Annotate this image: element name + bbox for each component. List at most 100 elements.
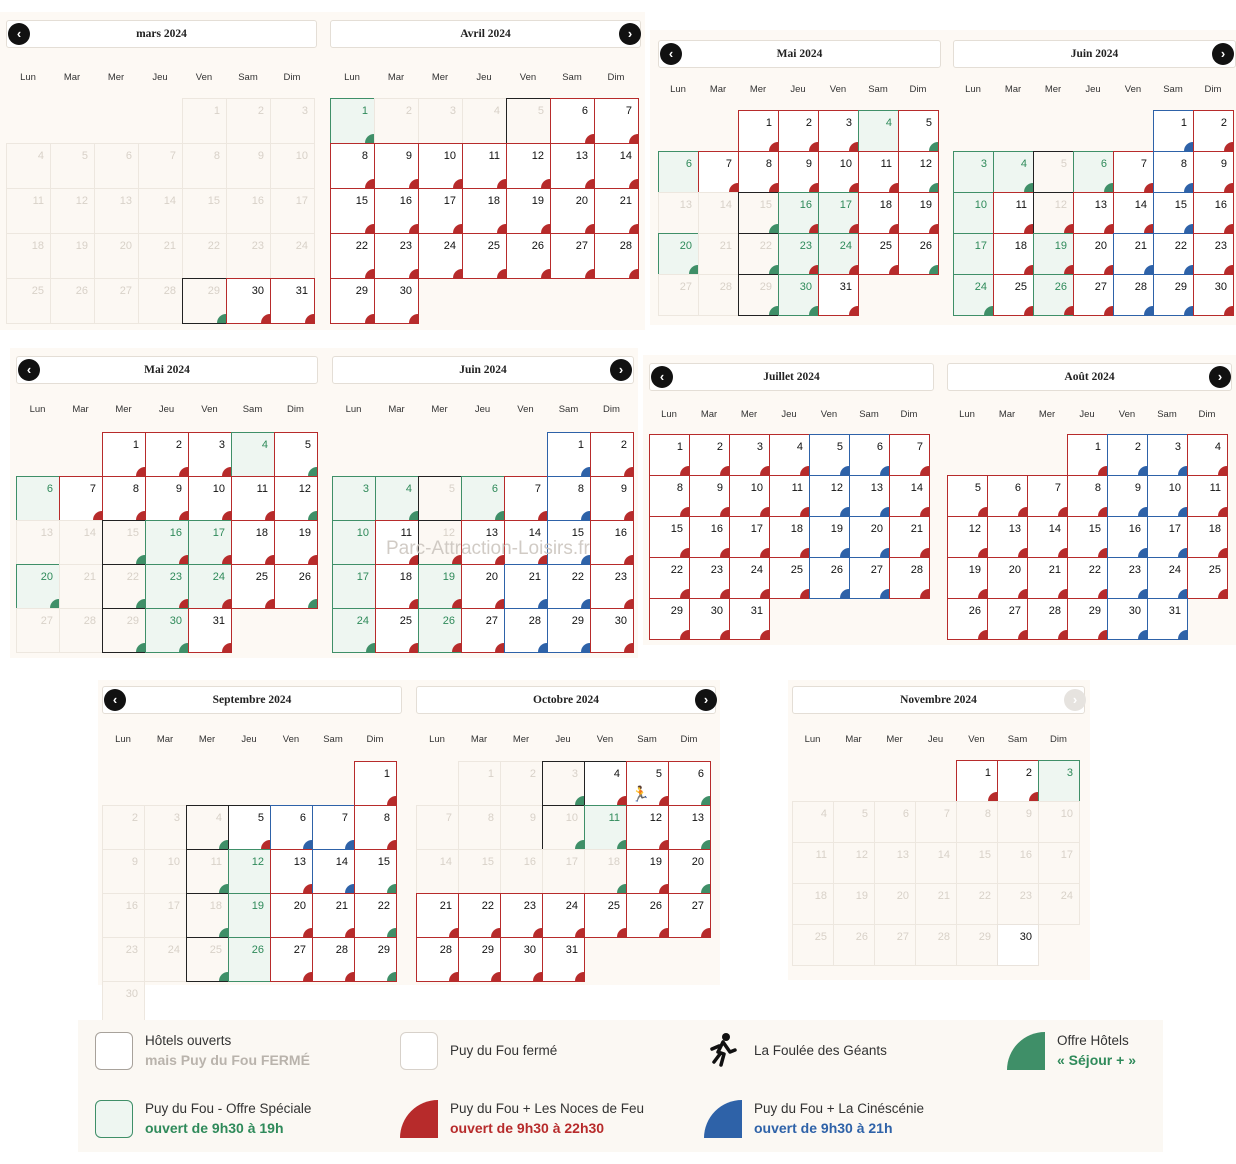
day-cell[interactable]: 9 — [590, 476, 634, 521]
day-cell[interactable]: 1 — [458, 761, 501, 806]
day-cell[interactable]: 2 — [226, 98, 271, 144]
day-cell[interactable]: 23 — [145, 564, 189, 609]
day-cell[interactable]: 2 — [145, 432, 189, 477]
day-cell[interactable]: 25 — [375, 608, 419, 653]
day-cell[interactable]: 28 — [889, 557, 930, 599]
day-cell[interactable]: 1 — [1153, 110, 1194, 152]
day-cell[interactable]: 23 — [778, 233, 819, 275]
day-cell[interactable]: 5 — [274, 432, 318, 477]
day-cell[interactable]: 2 — [374, 98, 419, 144]
day-cell[interactable]: 8 — [649, 475, 690, 517]
day-cell[interactable]: 25 — [231, 564, 275, 609]
day-cell[interactable]: 9 — [500, 805, 543, 850]
day-cell[interactable]: 8 — [1067, 475, 1108, 517]
day-cell[interactable]: 8 — [182, 143, 227, 189]
day-cell[interactable]: 14 — [594, 143, 639, 189]
day-cell[interactable]: 25 — [993, 274, 1034, 316]
day-cell[interactable]: 31 — [818, 274, 859, 316]
day-cell[interactable]: 22 — [738, 233, 779, 275]
day-cell[interactable]: 13 — [668, 805, 711, 850]
day-cell[interactable]: 20 — [658, 233, 699, 275]
day-cell[interactable]: 4 — [584, 761, 627, 806]
day-cell[interactable]: 29 — [649, 598, 690, 640]
day-cell[interactable]: 28 — [698, 274, 739, 316]
day-cell[interactable]: 8 — [458, 805, 501, 850]
day-cell[interactable]: 25 — [1187, 557, 1228, 599]
day-cell[interactable]: 22 — [1067, 557, 1108, 599]
day-cell[interactable]: 19 — [50, 233, 95, 279]
day-cell[interactable]: 6 — [461, 476, 505, 521]
day-cell[interactable]: 23 — [226, 233, 271, 279]
day-cell[interactable]: 3 — [729, 434, 770, 476]
next-month-button[interactable]: › — [695, 689, 717, 711]
day-cell[interactable]: 23 — [1193, 233, 1234, 275]
day-cell[interactable]: 6 — [1073, 151, 1114, 193]
day-cell[interactable]: 13 — [987, 516, 1028, 558]
day-cell[interactable]: 19 — [947, 557, 988, 599]
day-cell[interactable]: 18 — [792, 883, 834, 925]
day-cell[interactable]: 11 — [584, 805, 627, 850]
day-cell[interactable]: 18 — [231, 520, 275, 565]
day-cell[interactable]: 21 — [312, 893, 355, 938]
day-cell[interactable]: 25 — [792, 924, 834, 966]
day-cell[interactable]: 25 — [858, 233, 899, 275]
day-cell[interactable]: 19 — [274, 520, 318, 565]
day-cell[interactable]: 7 — [416, 805, 459, 850]
day-cell[interactable]: 29 — [956, 924, 998, 966]
day-cell[interactable]: 27 — [987, 598, 1028, 640]
day-cell[interactable]: 11 — [858, 151, 899, 193]
day-cell[interactable]: 31 — [729, 598, 770, 640]
day-cell[interactable]: 29 — [547, 608, 591, 653]
day-cell[interactable]: 9 — [145, 476, 189, 521]
day-cell[interactable]: 29 — [182, 278, 227, 324]
day-cell[interactable]: 12 — [833, 842, 875, 884]
day-cell[interactable]: 17 — [953, 233, 994, 275]
day-cell[interactable]: 13 — [874, 842, 916, 884]
day-cell[interactable]: 17 — [332, 564, 376, 609]
day-cell[interactable]: 18 — [584, 849, 627, 894]
day-cell[interactable]: 28 — [416, 937, 459, 982]
day-cell[interactable]: 15 — [458, 849, 501, 894]
day-cell[interactable]: 28 — [1113, 274, 1154, 316]
day-cell[interactable]: 12 — [898, 151, 939, 193]
day-cell[interactable]: 10 — [818, 151, 859, 193]
day-cell[interactable]: 27 — [668, 893, 711, 938]
day-cell[interactable]: 13 — [461, 520, 505, 565]
day-cell[interactable]: 7 — [312, 805, 355, 850]
next-month-button[interactable]: › — [610, 359, 632, 381]
day-cell[interactable]: 11 — [462, 143, 507, 189]
day-cell[interactable]: 28 — [59, 608, 103, 653]
day-cell[interactable]: 30 — [997, 924, 1039, 966]
day-cell[interactable]: 16 — [500, 849, 543, 894]
day-cell[interactable]: 13 — [94, 188, 139, 234]
day-cell[interactable]: 27 — [270, 937, 313, 982]
day-cell[interactable]: 30 — [145, 608, 189, 653]
next-month-button[interactable]: › — [1212, 43, 1234, 65]
day-cell[interactable]: 5 — [898, 110, 939, 152]
day-cell[interactable]: 9 — [689, 475, 730, 517]
day-cell[interactable]: 19 — [418, 564, 462, 609]
day-cell[interactable]: 14 — [698, 192, 739, 234]
day-cell[interactable]: 21 — [915, 883, 957, 925]
day-cell[interactable]: 9 — [778, 151, 819, 193]
day-cell[interactable]: 13 — [658, 192, 699, 234]
day-cell[interactable]: 7 — [1113, 151, 1154, 193]
day-cell[interactable]: 8 — [1153, 151, 1194, 193]
day-cell[interactable]: 31 — [270, 278, 315, 324]
day-cell[interactable]: 5 — [228, 805, 271, 850]
day-cell[interactable]: 16 — [689, 516, 730, 558]
day-cell[interactable]: 14 — [138, 188, 183, 234]
day-cell[interactable]: 22 — [330, 233, 375, 279]
day-cell[interactable]: 17 — [144, 893, 187, 938]
day-cell[interactable]: 5 — [506, 98, 551, 144]
day-cell[interactable]: 10 — [1038, 801, 1080, 843]
day-cell[interactable]: 27 — [849, 557, 890, 599]
day-cell[interactable]: 4 — [375, 476, 419, 521]
day-cell[interactable]: 1 — [547, 432, 591, 477]
day-cell[interactable]: 27 — [658, 274, 699, 316]
day-cell[interactable]: 22 — [956, 883, 998, 925]
day-cell[interactable]: 26 — [833, 924, 875, 966]
day-cell[interactable]: 1 — [956, 760, 998, 802]
day-cell[interactable]: 24 — [418, 233, 463, 279]
day-cell[interactable]: 18 — [186, 893, 229, 938]
